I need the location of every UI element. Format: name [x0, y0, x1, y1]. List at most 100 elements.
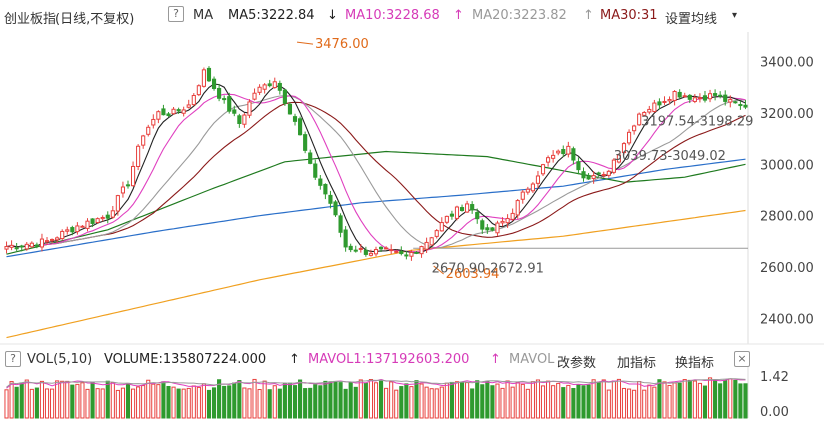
candle: [328, 190, 333, 209]
candle: [475, 208, 480, 224]
volume-bar: [687, 379, 692, 419]
mavol-value: MAVOL: [509, 352, 555, 367]
candle: [211, 76, 217, 91]
close-icon[interactable]: ×: [734, 351, 750, 367]
candle: [368, 249, 374, 257]
y-axis-ticks: 3400.00 3200.00 3000.00 2800.00 2600.00 2400.…: [760, 56, 814, 328]
ma20-value: MA20:3223.82: [472, 8, 567, 23]
volume-bar: [576, 384, 581, 419]
candle: [616, 153, 622, 164]
candle: [515, 198, 520, 219]
candle: [237, 113, 242, 128]
y-tick-label: 3400.00: [760, 56, 814, 71]
volume-bar: [505, 380, 510, 419]
volume-bar: [65, 380, 70, 419]
swap-indicator-button[interactable]: 换指标: [675, 356, 715, 371]
volume-bar: [657, 379, 662, 419]
candle: [75, 222, 80, 235]
candle: [394, 249, 399, 254]
candle: [24, 241, 29, 251]
candle: [637, 112, 642, 126]
candle: [454, 205, 460, 221]
candle: [308, 149, 313, 165]
candle: [571, 146, 576, 165]
volume-bar: [146, 379, 151, 419]
volume-bar: [586, 384, 591, 419]
candle: [556, 149, 561, 156]
volume-bar: [733, 379, 738, 419]
volume-bar: [75, 383, 80, 419]
candle: [156, 110, 161, 124]
volume-bar: [277, 388, 282, 419]
candle: [196, 84, 201, 97]
volume-indicator-name[interactable]: VOL(5,10): [27, 352, 93, 367]
candle: [323, 183, 328, 200]
volume-bar: [535, 379, 541, 419]
volume-bar: [60, 380, 65, 419]
y-tick-label: 2600.00: [760, 261, 814, 276]
volume-bar: [571, 388, 576, 419]
volume-bar: [363, 382, 368, 419]
candle: [591, 171, 596, 184]
volume-bar: [702, 385, 708, 419]
volume-bar: [414, 380, 419, 419]
add-indicator-button[interactable]: 加指标: [617, 356, 657, 371]
candle: [125, 180, 131, 189]
mavol2-line: [6, 378, 746, 388]
candle: [485, 223, 490, 234]
volume-bar: [399, 386, 404, 419]
candle: [682, 92, 687, 98]
volume-bar: [611, 380, 616, 419]
candle: [272, 77, 277, 89]
volume-bar: [647, 384, 652, 419]
candle: [723, 90, 728, 106]
candle: [419, 245, 424, 258]
candle: [65, 226, 70, 235]
volume-bar: [546, 380, 551, 419]
candle: [161, 104, 166, 116]
change-params-button[interactable]: 改参数: [557, 356, 597, 371]
candle: [551, 150, 556, 163]
annotation-label: 3039.73-3049.02: [614, 149, 726, 164]
volume-tick-label: 1.42: [760, 370, 789, 385]
candle: [470, 201, 475, 214]
candle: [358, 243, 363, 253]
volume-bar: [510, 386, 515, 419]
candle: [141, 134, 146, 149]
candle: [130, 161, 136, 187]
chevron-down-icon[interactable]: ▾: [732, 10, 738, 21]
ma-settings-button[interactable]: 设置均线: [665, 12, 718, 27]
candle: [232, 105, 237, 117]
candle: [277, 80, 282, 95]
volume-bar: [29, 388, 34, 419]
volume-bar: [621, 387, 627, 419]
ma-label[interactable]: MA: [193, 8, 214, 23]
candle: [434, 228, 439, 239]
volume-bar: [120, 387, 126, 419]
volume-bar: [232, 382, 237, 419]
candle: [348, 243, 353, 253]
candle: [525, 186, 530, 195]
candle: [44, 237, 50, 245]
volume-bar: [4, 389, 9, 419]
candle: [733, 100, 738, 104]
volume-bar: [642, 389, 647, 419]
volume-bar: [211, 387, 217, 419]
volume-bar: [206, 389, 212, 419]
candle: [39, 233, 45, 252]
candle: [227, 92, 232, 114]
candle: [444, 215, 449, 225]
volume-help-icon[interactable]: ?: [5, 351, 21, 367]
candle: [4, 241, 9, 254]
volume-bar: [616, 378, 622, 419]
candle: [490, 227, 495, 232]
volume-bar: [495, 383, 500, 419]
candle: [546, 155, 551, 167]
help-icon[interactable]: ?: [168, 6, 184, 22]
volume-bar: [176, 388, 181, 419]
candle: [632, 124, 637, 135]
volume-tick-label: 0.00: [760, 405, 789, 420]
volume-bar: [39, 380, 45, 419]
candle: [247, 99, 252, 119]
